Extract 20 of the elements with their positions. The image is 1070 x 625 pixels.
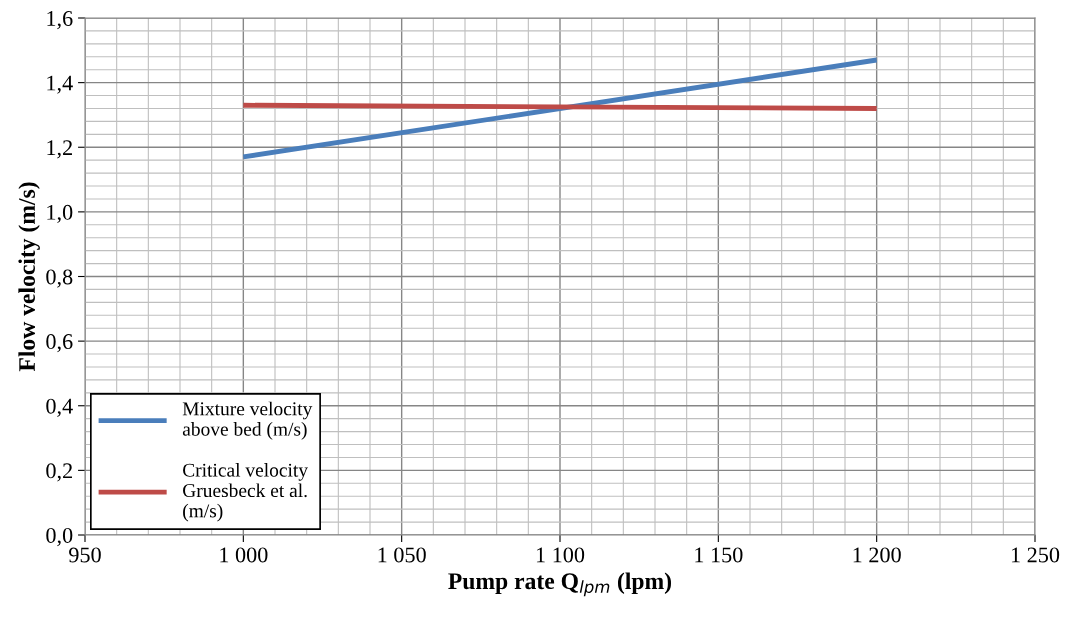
y-tick-label: 0,6	[46, 334, 73, 353]
y-tick-label: 1,6	[47, 10, 73, 30]
x-axis-title: Pump rate Q$_{lpm}$ (lpm)	[448, 572, 671, 597]
x-tick-label: 1 200	[853, 547, 901, 563]
y-tick-label: 1,4	[47, 75, 73, 94]
y-tick-label: 0,0	[46, 527, 73, 547]
x-tick-label: 950	[69, 547, 101, 563]
x-tick-label: 1 050	[378, 547, 426, 563]
x-tick-label: 1 100	[536, 547, 585, 563]
x-tick-label: 1 250	[1011, 547, 1060, 563]
y-tick-label: 1,2	[47, 140, 72, 159]
y-tick-label: 0,4	[46, 398, 73, 417]
legend-label: Critical velocity Gruesbeck et al. (m/s)	[183, 463, 308, 522]
y-tick-label: 1,0	[47, 204, 73, 223]
y-tick-label: 0,2	[46, 463, 72, 482]
x-tick-label: 1 000	[220, 547, 268, 563]
legend-label: Mixture velocity above bed (m/s)	[182, 401, 313, 440]
y-axis-title: Flow velocity (m/s)	[18, 182, 40, 372]
x-tick-label: 1 150	[695, 547, 743, 563]
y-tick-label: 0,8	[46, 269, 73, 288]
